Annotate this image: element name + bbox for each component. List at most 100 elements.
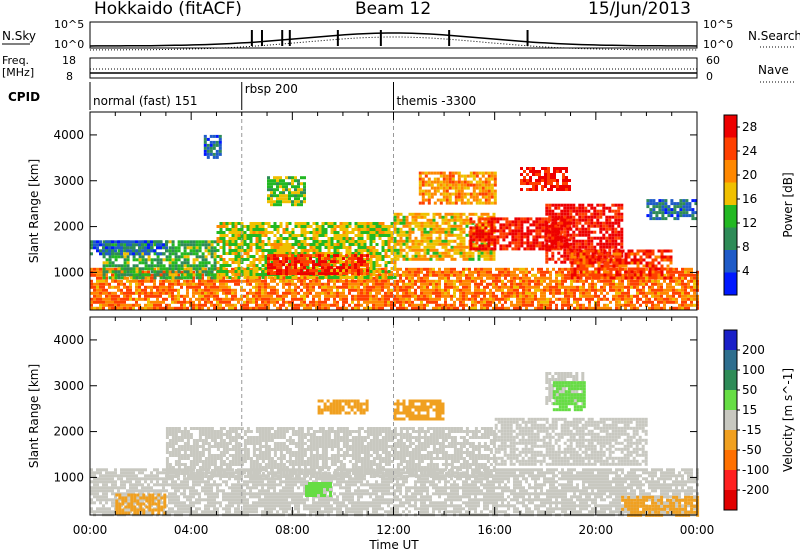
heatmap-cell	[180, 273, 184, 277]
heatmap-cell	[483, 294, 486, 298]
heatmap-cell	[366, 249, 370, 252]
heatmap-cell	[351, 237, 355, 240]
heatmap-cell	[339, 237, 343, 240]
heatmap-cell	[138, 261, 142, 265]
heatmap-cell	[584, 212, 588, 216]
heatmap-cell	[654, 288, 657, 292]
heatmap-cell	[573, 261, 577, 265]
heatmap-cell	[558, 267, 561, 271]
heatmap-cell	[141, 252, 145, 256]
heatmap-cell	[465, 233, 469, 237]
heatmap-cell	[258, 288, 261, 292]
heatmap-cell	[633, 306, 636, 310]
heatmap-cell	[189, 264, 193, 268]
heatmap-cell	[228, 249, 232, 252]
heatmap-cell	[189, 249, 193, 253]
heatmap-cell	[490, 226, 494, 230]
heatmap-cell	[408, 224, 412, 228]
heatmap-cell	[423, 248, 427, 252]
heatmap-cell	[156, 300, 159, 304]
heatmap-cell	[270, 263, 273, 267]
heatmap-cell	[593, 209, 597, 213]
heatmap-cell	[318, 246, 322, 249]
heatmap-cell	[565, 217, 569, 221]
heatmap-cell	[684, 297, 687, 301]
heatmap-cell	[573, 288, 576, 292]
heatmap-cell	[499, 232, 503, 236]
heatmap-cell	[126, 297, 129, 301]
heatmap-cell	[560, 242, 564, 246]
heatmap-cell	[576, 300, 579, 304]
heatmap-cell	[523, 217, 527, 221]
heatmap-cell	[588, 258, 592, 262]
heatmap-cell	[339, 261, 343, 264]
heatmap-cell	[543, 273, 546, 277]
heatmap-cell	[258, 243, 262, 246]
heatmap-cell	[252, 255, 256, 258]
heatmap-cell	[566, 203, 570, 207]
heatmap-cell	[384, 282, 387, 286]
heatmap-cell	[210, 255, 214, 259]
heatmap-cell	[117, 249, 121, 253]
heatmap-cell	[153, 264, 157, 268]
heatmap-cell	[267, 269, 270, 273]
heatmap-cell	[99, 288, 102, 292]
heatmap-cell	[510, 282, 513, 286]
heatmap-cell	[306, 249, 310, 252]
heatmap-cell	[210, 246, 214, 250]
heatmap-cell	[306, 237, 310, 240]
heatmap-cell	[576, 306, 579, 310]
heatmap-cell	[456, 288, 459, 292]
heatmap-cell	[159, 258, 163, 262]
heatmap-cell	[288, 261, 292, 264]
heatmap-cell	[186, 279, 189, 283]
heatmap-cell	[487, 244, 491, 248]
heatmap-cell	[417, 279, 420, 283]
heatmap-cell	[351, 231, 355, 234]
heatmap-cell	[544, 217, 548, 221]
heatmap-cell	[414, 267, 417, 271]
heatmap-cell	[402, 248, 406, 252]
heatmap-cell	[231, 237, 235, 240]
heatmap-cell	[507, 297, 510, 301]
heatmap-cell	[420, 254, 424, 258]
heatmap-cell	[294, 282, 297, 286]
heatmap-cell	[225, 243, 229, 246]
heatmap-cell	[345, 225, 349, 228]
heatmap-cell	[267, 225, 271, 228]
heatmap-cell	[453, 251, 457, 255]
heatmap-cell	[327, 306, 330, 310]
heatmap-cell	[357, 272, 360, 276]
heatmap-cell	[240, 270, 244, 273]
heatmap-cell	[584, 206, 588, 210]
heatmap-cell	[593, 257, 597, 261]
heatmap-cell	[180, 306, 183, 310]
heatmap-cell	[255, 246, 259, 249]
heatmap-cell	[551, 251, 555, 255]
heatmap-cell	[366, 269, 369, 273]
heatmap-cell	[159, 306, 162, 310]
heatmap-cell	[611, 215, 615, 219]
heatmap-cell	[384, 273, 387, 277]
heatmap-cell	[525, 267, 528, 271]
heatmap-cell	[384, 240, 388, 243]
heatmap-cell	[663, 303, 666, 307]
heatmap-cell	[114, 270, 118, 274]
heatmap-cell	[593, 215, 597, 219]
heatmap-cell	[336, 270, 340, 273]
heatmap-cell	[600, 297, 603, 301]
heatmap-cell	[675, 270, 678, 274]
heatmap-cell	[393, 212, 397, 216]
heatmap-cell	[596, 242, 600, 246]
heatmap-cell	[414, 294, 417, 298]
heatmap-cell	[572, 251, 576, 255]
heatmap-cell	[258, 225, 262, 228]
heatmap-cell	[576, 297, 579, 301]
heatmap-cell	[123, 273, 127, 277]
heatmap-cell	[222, 234, 226, 237]
heatmap-cell	[177, 276, 181, 280]
heatmap-cell	[231, 270, 235, 273]
heatmap-cell	[324, 246, 328, 249]
heatmap-cell	[306, 254, 309, 258]
heatmap-cell	[606, 279, 609, 283]
